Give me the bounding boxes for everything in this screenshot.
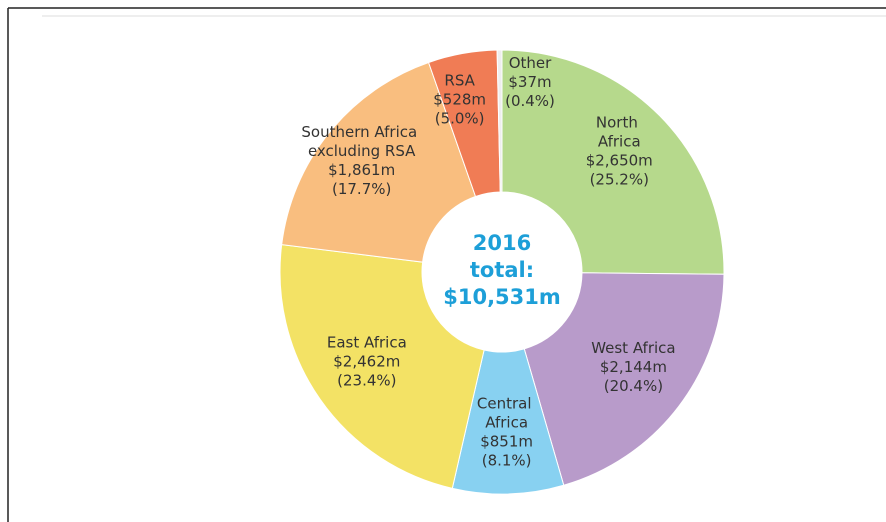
percent-label: (23.4%): [337, 372, 396, 390]
slice-name: East Africa: [327, 334, 407, 352]
percent-label: (25.2%): [590, 170, 649, 188]
slice-name: Central Africa: [477, 394, 536, 431]
value-label: $37m: [508, 73, 551, 91]
center-label: 2016: [473, 231, 531, 255]
center-label: total:: [470, 258, 534, 282]
percent-label: (0.4%): [505, 92, 555, 110]
slice-name: West Africa: [591, 339, 675, 357]
percent-label: (5.0%): [435, 110, 485, 128]
slice-name: RSA: [444, 72, 475, 90]
percent-label: (8.1%): [482, 451, 532, 469]
slice-name: Other: [509, 54, 552, 72]
slice: [496, 49, 503, 193]
value-label: $2,144m: [600, 358, 667, 376]
center-label: $10,531m: [443, 285, 561, 309]
value-label: $528m: [433, 91, 486, 109]
percent-label: (20.4%): [604, 377, 663, 395]
slice: [523, 272, 725, 486]
percent-label: (17.7%): [332, 180, 391, 198]
value-label: $851m: [480, 432, 533, 450]
slice: [279, 244, 485, 489]
value-label: $2,650m: [586, 151, 653, 169]
slice: [501, 49, 725, 275]
value-label: $1,861m: [328, 161, 395, 179]
slice: [281, 61, 477, 263]
value-label: $2,462m: [333, 353, 400, 371]
slice-name: Southern Africa excluding RSA: [301, 123, 422, 160]
slice-name: North Africa: [596, 113, 643, 150]
